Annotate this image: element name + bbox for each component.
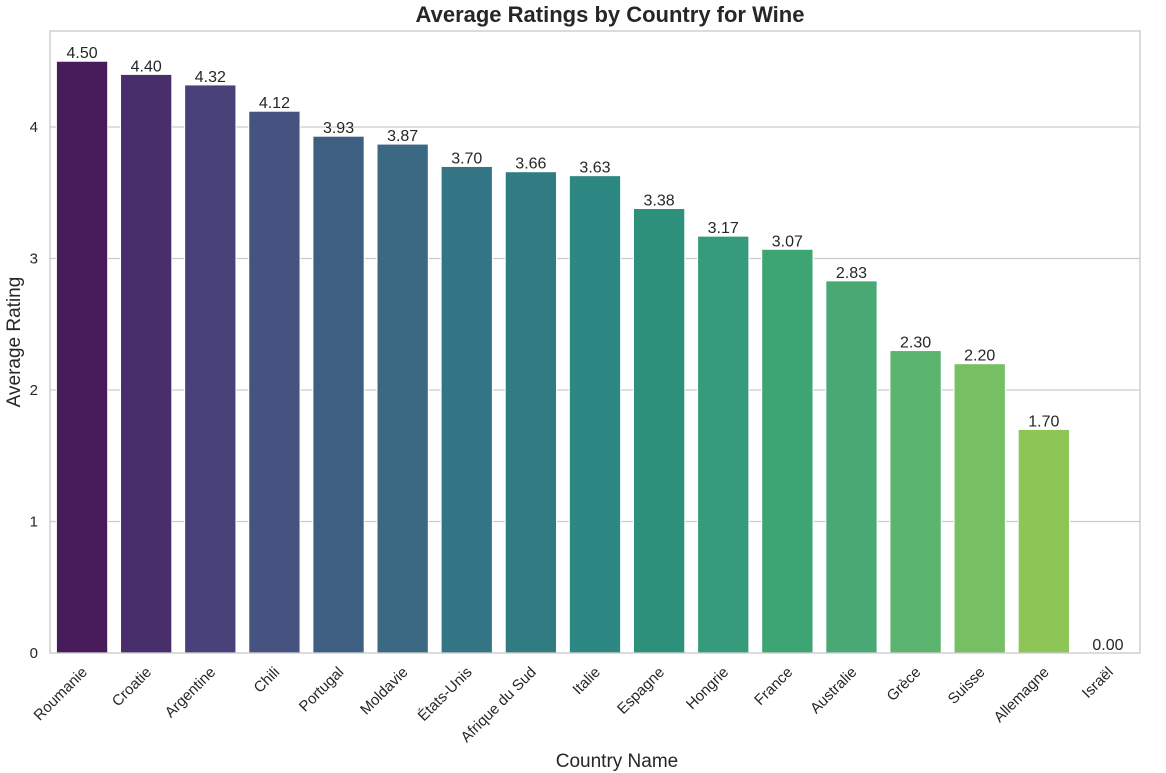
bar-value-label: 3.66	[515, 156, 546, 173]
y-tick-label: 1	[30, 513, 38, 530]
bar-value-label: 3.70	[451, 150, 482, 167]
bar	[55, 60, 109, 654]
y-axis-label: Average Rating	[4, 277, 25, 408]
bar-value-label: 3.17	[708, 220, 739, 237]
y-tick-label: 0	[30, 645, 38, 662]
plot-frame	[49, 30, 1141, 654]
y-tick-label: 2	[30, 382, 38, 399]
x-tick-label: Italie	[569, 664, 603, 698]
x-tick-labels: Roumanie Croatie Argentine Chili Portugal Mol…	[31, 664, 1117, 746]
bar	[440, 165, 493, 654]
x-tick-label: Hongrie	[683, 664, 732, 713]
bar-value-label: 4.50	[66, 45, 97, 62]
bar	[120, 73, 173, 654]
x-tick-label: Espagne	[614, 664, 668, 718]
bar-value-label: 4.32	[195, 69, 226, 86]
bar-value-label: 4.12	[259, 95, 290, 112]
x-tick-label: États-Unis	[415, 664, 476, 725]
bar-value-label: 2.30	[900, 335, 931, 352]
bar-value-label: 0.00	[1092, 637, 1123, 654]
bar-value-label: 2.83	[836, 265, 867, 282]
bar	[184, 84, 237, 654]
x-tick-label: Grèce	[884, 664, 925, 705]
y-tick-label: 3	[30, 250, 38, 267]
bar	[632, 208, 686, 654]
data-labels: 4.50 4.40 4.32 4.12 3.93 3.87 3.70 3.66 3.63 3.38…	[66, 45, 1123, 654]
x-axis-label: Country Name	[556, 751, 679, 772]
x-tick-label: Moldavie	[357, 664, 411, 718]
y-tick-labels: 0 1 2 3 4	[30, 119, 38, 662]
bar	[1017, 428, 1070, 654]
bar-value-label: 3.07	[772, 233, 803, 250]
bar-value-label: 1.70	[1028, 413, 1059, 430]
x-tick-label: Suisse	[945, 664, 989, 708]
x-tick-label: France	[751, 664, 796, 709]
bar-value-label: 3.38	[644, 193, 675, 210]
x-tick-label: Israël	[1079, 664, 1117, 702]
bar	[376, 143, 429, 654]
x-tick-label: Croatie	[109, 664, 155, 710]
bar-value-label: 3.63	[579, 160, 610, 177]
x-tick-label: Portugal	[296, 664, 348, 716]
x-tick-label: Argentine	[162, 664, 219, 721]
bar	[889, 350, 942, 654]
x-tick-label: Chili	[251, 664, 284, 697]
y-tick-label: 4	[30, 119, 38, 136]
bar	[761, 248, 814, 654]
bar-value-label: 4.40	[131, 58, 162, 75]
x-tick-label: Allemagne	[991, 664, 1053, 726]
x-tick-label: Australie	[807, 664, 860, 717]
x-tick-label: Roumanie	[31, 664, 91, 724]
bar	[504, 171, 558, 654]
bar	[568, 175, 622, 654]
bar-value-label: 3.93	[323, 120, 354, 137]
bar	[825, 280, 878, 654]
bar	[312, 135, 365, 654]
bar	[697, 235, 750, 654]
chart-title: Average Ratings by Country for Wine	[416, 2, 805, 27]
bar	[248, 110, 301, 654]
bar-value-label: 3.87	[387, 128, 418, 145]
bar	[953, 363, 1006, 654]
bars	[55, 60, 1070, 654]
bar-value-label: 2.20	[964, 348, 995, 365]
